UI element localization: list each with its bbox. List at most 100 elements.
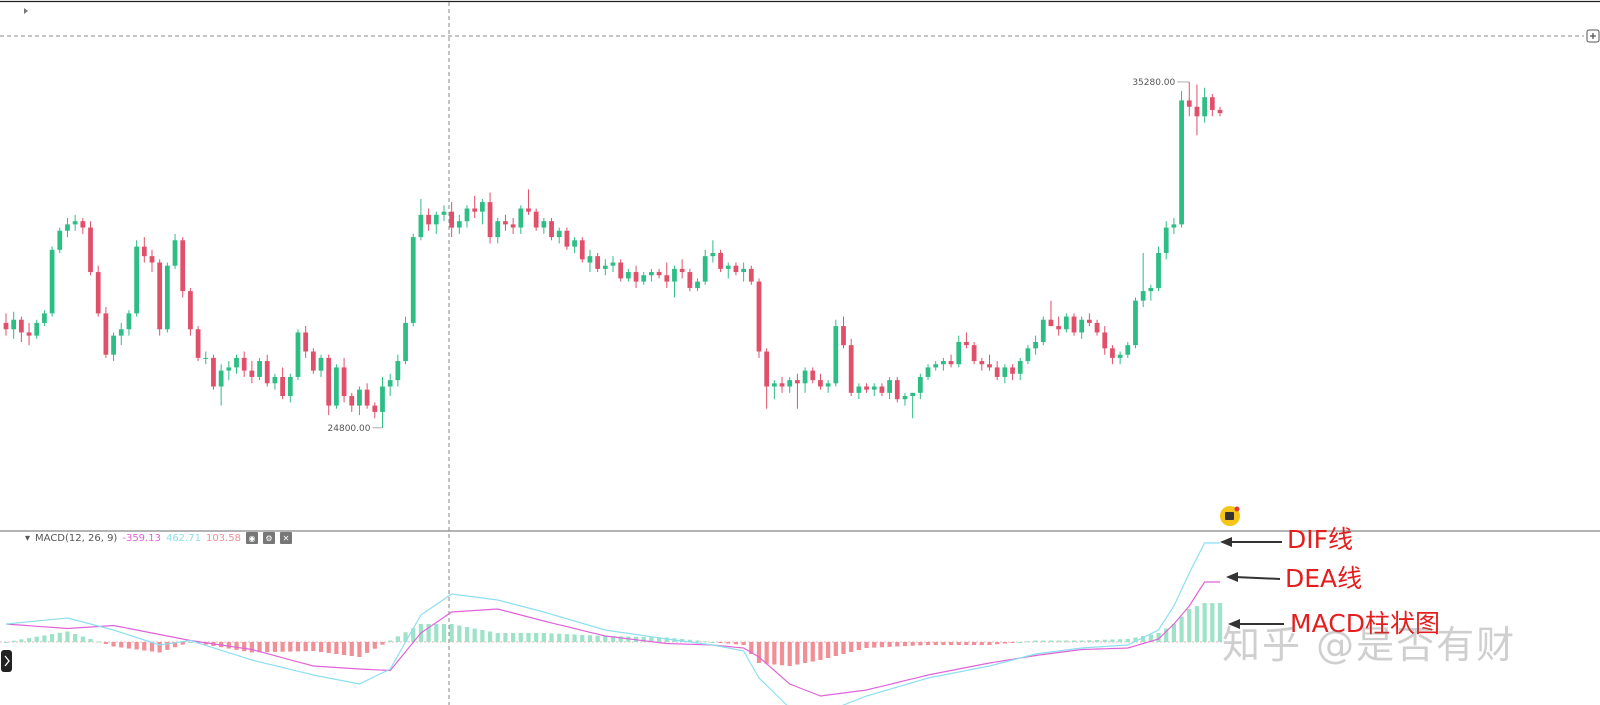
macd-histogram-bar: [149, 642, 155, 652]
macd-histogram-bar: [11, 640, 16, 642]
candle-body: [925, 367, 931, 377]
candle-body: [672, 268, 677, 282]
macd-histogram-bar: [1102, 639, 1107, 642]
macd-legend-label: MACD(12, 26, 9): [35, 532, 118, 544]
macd-histogram-bar: [610, 636, 616, 642]
macd-histogram-bar: [603, 636, 608, 642]
macd-histogram-bar: [995, 642, 1000, 645]
macd-histogram-bar: [1118, 639, 1123, 642]
candle-body: [141, 246, 147, 257]
macd-histogram-bar: [226, 642, 231, 649]
candle-body: [272, 376, 278, 384]
macd-histogram-bar: [649, 637, 654, 642]
candle-body: [211, 357, 216, 387]
candle-body: [587, 256, 593, 263]
event-icon: [1225, 512, 1234, 520]
pane-handle[interactable]: [1, 650, 12, 672]
dea-annotation: DEA线: [1285, 564, 1363, 593]
macd-histogram-bar: [295, 642, 301, 652]
candle-body: [18, 319, 24, 333]
macd-histogram-bar: [126, 642, 132, 649]
macd-histogram-bar: [849, 642, 854, 652]
macd-histogram-bar: [910, 642, 915, 646]
macd-legend-caret[interactable]: ▾: [25, 532, 31, 544]
candle-body: [341, 367, 347, 397]
candle-body: [725, 265, 731, 269]
close-icon[interactable]: ✕: [279, 532, 292, 544]
macd-histogram-bar: [464, 627, 470, 642]
candle-body: [941, 361, 946, 365]
macd-histogram-bar: [787, 642, 792, 666]
macd-histogram-bar: [1079, 640, 1084, 642]
dif-arrow-head: [1220, 537, 1232, 547]
candle-body: [741, 268, 747, 273]
candle-body: [487, 202, 493, 238]
chevron-right-icon: [4, 655, 10, 667]
candle-body: [1071, 316, 1077, 333]
pane-collapse-icon: [24, 8, 28, 14]
candle-body: [1156, 252, 1161, 288]
macd-histogram-bar: [1164, 628, 1169, 642]
candle-body: [1094, 322, 1100, 333]
candle-body: [188, 291, 193, 330]
hist-arrow-head: [1228, 619, 1240, 629]
candle-body: [971, 345, 977, 362]
candle-body: [295, 332, 301, 377]
macd-histogram-bar: [564, 634, 570, 642]
macd-histogram-bar: [303, 642, 308, 652]
candle-body: [610, 262, 616, 266]
candle-body: [1102, 332, 1108, 349]
macd-histogram-bar: [472, 628, 477, 642]
macd-histogram-bar: [902, 642, 908, 647]
gear-icon[interactable]: ⚙: [262, 532, 275, 544]
macd-histogram-bar: [941, 642, 946, 645]
macd-histogram-bar: [641, 636, 646, 642]
macd-histogram-bar: [987, 642, 992, 645]
macd-histogram-bar: [165, 642, 170, 650]
macd-histogram-bar: [534, 633, 539, 642]
candle-body: [864, 386, 869, 390]
macd-histogram-bar: [1041, 640, 1046, 642]
candle-body: [495, 221, 501, 238]
candle-body: [756, 281, 762, 352]
macd-histogram-bar: [288, 642, 293, 652]
candle-body: [34, 322, 40, 336]
candle-body: [810, 370, 816, 381]
candle-body: [818, 380, 823, 387]
candle-body: [910, 392, 916, 397]
macd-histogram-bar: [1056, 640, 1061, 642]
macd-histogram-bar: [257, 642, 262, 653]
macd-histogram-bar: [572, 634, 577, 642]
macd-histogram-bar: [1048, 640, 1054, 642]
candle-body: [472, 208, 478, 212]
macd-histogram-bar: [948, 642, 954, 645]
macd-histogram-bar: [818, 642, 823, 660]
macd-histogram-bar: [403, 632, 408, 642]
candle-body: [395, 361, 401, 381]
dif-annotation: DIF线: [1287, 525, 1354, 554]
candle-body: [1079, 319, 1085, 333]
macd-histogram-bar: [242, 642, 247, 652]
eye-icon[interactable]: ◉: [245, 532, 258, 544]
candle-body: [180, 240, 186, 292]
candle-body: [848, 345, 854, 393]
candle-body: [218, 370, 224, 387]
macd-histogram-bar: [956, 642, 961, 645]
macd-histogram-bar: [26, 638, 32, 642]
macd-histogram-bar: [318, 642, 324, 652]
candle-body: [979, 361, 985, 365]
macd-histogram-bar: [810, 642, 815, 662]
candle-body: [633, 272, 639, 282]
candle-body: [1140, 291, 1146, 301]
macd-histogram-bar: [73, 634, 78, 642]
candle-body: [234, 357, 239, 368]
macd-histogram-bar: [726, 642, 731, 644]
macd-histogram-bar: [872, 642, 877, 648]
candle-body: [1002, 367, 1008, 377]
macd-histogram-bar: [1194, 606, 1200, 642]
candle-body: [3, 322, 9, 330]
candle-body: [157, 262, 163, 330]
candle-body: [1040, 319, 1046, 342]
candle-body: [380, 386, 385, 412]
